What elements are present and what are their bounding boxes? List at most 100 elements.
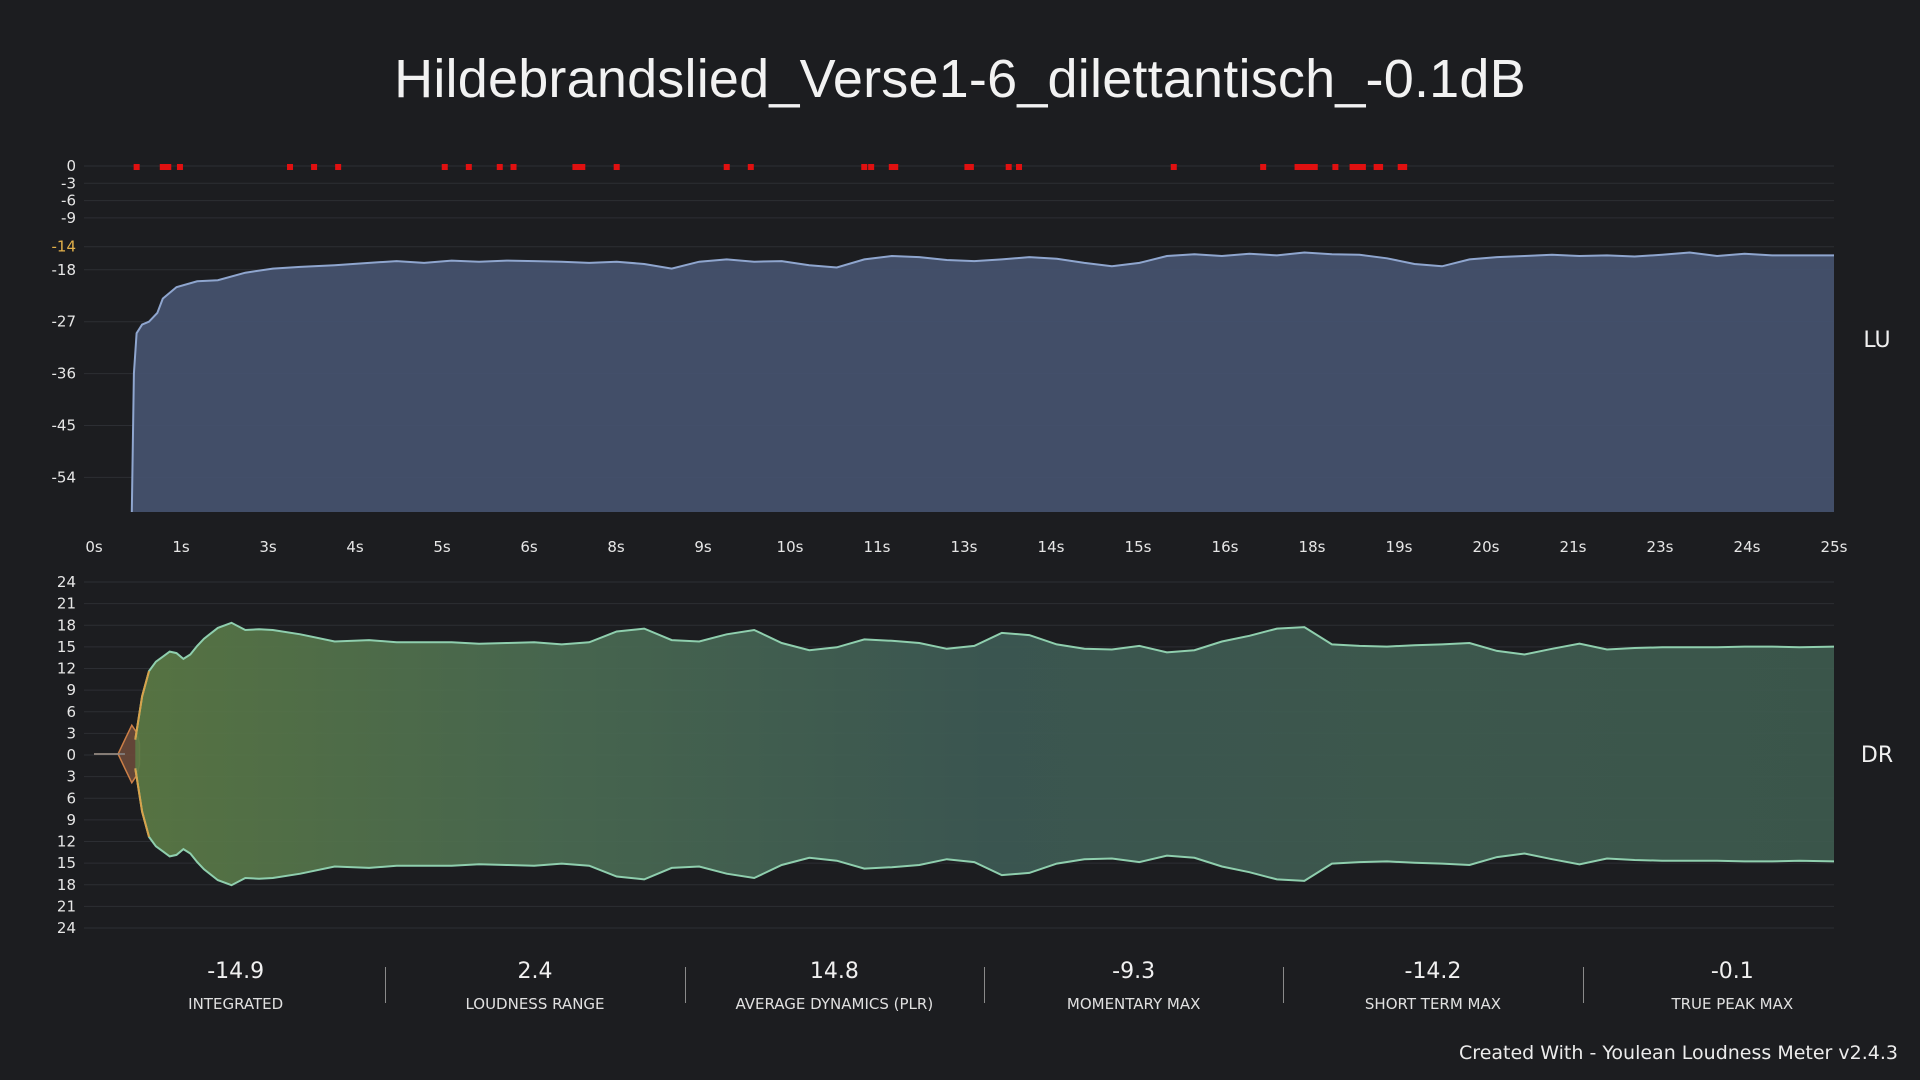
true-peak-marker	[1304, 164, 1311, 170]
dr-y-tick: 12	[57, 833, 76, 851]
true-peak-marker	[1297, 164, 1304, 170]
x-tick-label: 20s	[1473, 538, 1500, 556]
lu-y-tick: -45	[52, 417, 77, 435]
true-peak-marker	[311, 164, 318, 170]
stat-value: -14.2	[1404, 959, 1462, 984]
loudness-line	[130, 251, 1834, 513]
x-tick-label: 9s	[694, 538, 712, 556]
lu-y-tick: -36	[52, 365, 77, 383]
true-peak-marker	[868, 164, 875, 170]
lu-y-tick: -6	[61, 192, 76, 210]
stat-momentary-max: -9.3 MOMENTARY MAX	[983, 955, 1283, 1025]
true-peak-marker	[579, 164, 586, 170]
true-peak-marker	[133, 164, 140, 170]
dr-attack-edge-bottom	[134, 768, 150, 838]
true-peak-marker	[892, 164, 899, 170]
true-peak-marker	[441, 164, 448, 170]
true-peak-marker	[861, 164, 868, 170]
true-peak-marker	[165, 164, 172, 170]
stat-value: -9.3	[1112, 959, 1156, 984]
x-tick-label: 13s	[951, 538, 978, 556]
dr-y-tick: 18	[57, 616, 76, 634]
dr-y-tick: 3	[66, 724, 76, 742]
stat-value: -0.1	[1710, 959, 1754, 984]
x-tick-label: 6s	[520, 538, 538, 556]
x-tick-label: 25s	[1821, 538, 1848, 556]
stat-label: INTEGRATED	[188, 995, 284, 1013]
lu-y-tick: 0	[66, 157, 76, 175]
dr-upper-line	[134, 621, 1835, 740]
true-peak-marker	[1377, 164, 1384, 170]
true-peak-marker	[510, 164, 517, 170]
dr-y-tick: 18	[57, 876, 76, 894]
true-peak-marker	[1353, 164, 1360, 170]
true-peak-marker	[1260, 164, 1267, 170]
dr-y-ticks: 24 21 18 15 12 9 6 3 0 3 6 9 12 15 18 21 24	[57, 573, 76, 937]
credit-text: Created With - Youlean Loudness Meter v2…	[1459, 1042, 1898, 1064]
true-peak-marker	[888, 164, 895, 170]
true-peak-marker	[723, 164, 730, 170]
x-tick-label: 16s	[1212, 538, 1239, 556]
true-peak-marker	[1308, 164, 1315, 170]
true-peak-marker	[496, 164, 503, 170]
stat-short-term-max: -14.2 SHORT TERM MAX	[1283, 955, 1582, 1025]
true-peak-marker	[1356, 164, 1363, 170]
dr-y-tick: 24	[57, 919, 76, 937]
x-tick-label: 5s	[433, 538, 451, 556]
dr-y-tick: 9	[66, 811, 76, 829]
stat-loudness-range: 2.4 LOUDNESS RANGE	[385, 955, 684, 1025]
x-tick-label: 24s	[1734, 538, 1761, 556]
x-tick-label: 11s	[864, 538, 891, 556]
true-peak-marker	[1005, 164, 1012, 170]
true-peak-marker	[1349, 164, 1356, 170]
dr-plot	[94, 621, 1835, 887]
lu-y-tick: -27	[52, 313, 77, 331]
dr-lower-line	[134, 768, 1835, 887]
x-tick-label: 4s	[346, 538, 364, 556]
x-tick-label: 19s	[1386, 538, 1413, 556]
dr-y-tick: 6	[66, 789, 76, 807]
true-peak-marker	[1401, 164, 1408, 170]
true-peak-marker	[572, 164, 579, 170]
true-peak-marker	[1359, 164, 1366, 170]
time-x-ticks: 0s 1s 3s 4s 5s 6s 8s 9s 10s 11s 13s 14s 15s 16s 18s 19s…	[85, 538, 1847, 556]
dr-y-tick: 21	[57, 595, 76, 613]
lu-y-tick: -54	[52, 468, 77, 486]
true-peak-marker	[1016, 164, 1023, 170]
dr-y-tick: 6	[66, 703, 76, 721]
lu-side-label: LU	[1863, 328, 1890, 353]
true-peak-marker	[335, 164, 342, 170]
stat-average-dynamics-plr: 14.8 AVERAGE DYNAMICS (PLR)	[684, 955, 984, 1025]
x-tick-label: 10s	[777, 538, 804, 556]
stat-label: TRUE PEAK MAX	[1671, 995, 1794, 1013]
x-tick-label: 18s	[1299, 538, 1326, 556]
dr-y-tick: 0	[66, 746, 76, 764]
true-peak-marker	[1294, 164, 1301, 170]
true-peak-marker	[465, 164, 472, 170]
lu-y-tick: -3	[61, 174, 76, 192]
x-tick-label: 8s	[607, 538, 625, 556]
x-tick-label: 14s	[1038, 538, 1065, 556]
lu-y-tick: -9	[61, 209, 76, 227]
dr-y-tick: 24	[57, 573, 76, 591]
true-peak-marker	[967, 164, 974, 170]
x-tick-label: 15s	[1125, 538, 1152, 556]
chart-title: Hildebrandslied_Verse1-6_dilettantisch_-…	[394, 49, 1526, 109]
dr-y-tick: 15	[57, 638, 76, 656]
stat-value: -14.9	[207, 959, 265, 984]
stat-label: AVERAGE DYNAMICS (PLR)	[735, 995, 934, 1013]
true-peak-marker	[1332, 164, 1339, 170]
true-peak-marker	[964, 164, 971, 170]
x-tick-label: 0s	[85, 538, 103, 556]
x-tick-label: 3s	[259, 538, 277, 556]
dr-y-tick: 12	[57, 660, 76, 678]
stat-value: 14.8	[809, 959, 859, 984]
true-peak-marker	[747, 164, 754, 170]
stat-label: LOUDNESS RANGE	[465, 995, 605, 1013]
lu-y-tick: -14	[52, 238, 77, 256]
true-peak-marker	[1397, 164, 1404, 170]
true-peak-markers	[133, 164, 1408, 170]
dr-y-tick: 21	[57, 897, 76, 915]
x-tick-label: 23s	[1647, 538, 1674, 556]
